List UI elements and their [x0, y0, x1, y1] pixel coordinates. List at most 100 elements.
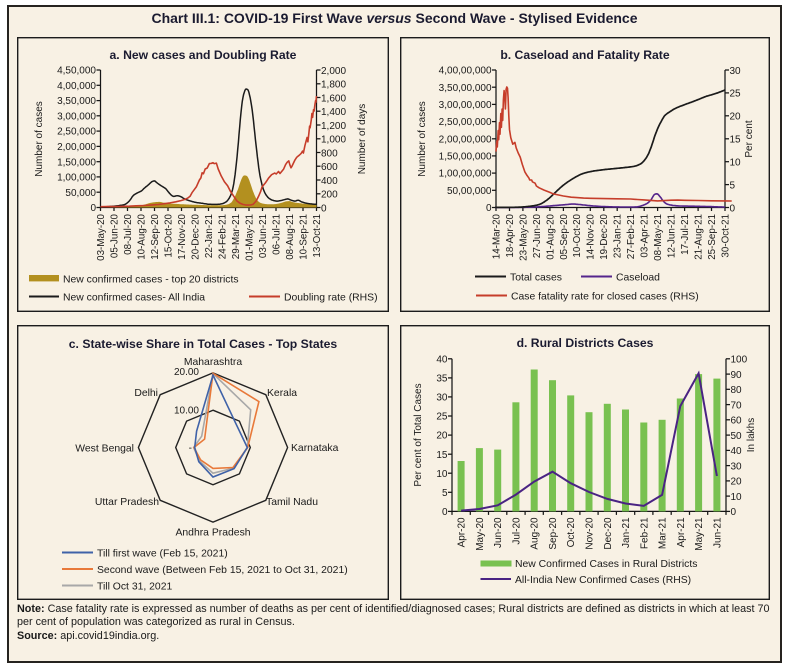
- svg-text:3,00,000: 3,00,000: [57, 111, 96, 122]
- svg-text:10.00: 10.00: [174, 406, 199, 417]
- svg-text:0: 0: [90, 203, 96, 214]
- svg-text:Per cent of Total Cases: Per cent of Total Cases: [413, 383, 424, 486]
- svg-text:15: 15: [436, 450, 448, 461]
- svg-text:35: 35: [436, 374, 448, 385]
- svg-text:3,50,00,000: 3,50,00,000: [439, 83, 492, 94]
- svg-text:60: 60: [731, 416, 743, 427]
- svg-text:23-Jan-21: 23-Jan-21: [613, 214, 624, 258]
- svg-text:1,800: 1,800: [321, 80, 346, 91]
- svg-text:Jul-20: Jul-20: [511, 517, 522, 545]
- svg-text:2,00,00,000: 2,00,00,000: [439, 134, 492, 145]
- svg-text:08-May-21: 08-May-21: [653, 214, 664, 261]
- svg-text:13-Oct-21: 13-Oct-21: [312, 214, 323, 258]
- svg-text:80: 80: [731, 385, 743, 396]
- svg-text:40: 40: [731, 446, 743, 457]
- svg-text:100: 100: [731, 355, 748, 366]
- svg-text:05-Jun-20: 05-Jun-20: [109, 213, 120, 258]
- svg-text:Doubling rate (RHS): Doubling rate (RHS): [284, 292, 378, 303]
- svg-text:1,400: 1,400: [321, 107, 346, 118]
- svg-text:0: 0: [321, 203, 327, 214]
- svg-text:01-May-21: 01-May-21: [244, 214, 255, 261]
- svg-text:3,00,00,000: 3,00,00,000: [439, 100, 492, 111]
- svg-text:Apr-21: Apr-21: [676, 517, 687, 547]
- svg-text:May-20: May-20: [475, 517, 486, 551]
- svg-text:21-Aug-21: 21-Aug-21: [694, 214, 705, 260]
- svg-text:Till Oct 31, 2021: Till Oct 31, 2021: [97, 581, 172, 592]
- svg-text:Delhi: Delhi: [134, 388, 158, 399]
- svg-text:25-Sep-21: 25-Sep-21: [707, 214, 718, 260]
- svg-text:a. New cases and Doubling Rate: a. New cases and Doubling Rate: [110, 48, 297, 62]
- svg-text:Aug-20: Aug-20: [530, 517, 541, 550]
- svg-text:200: 200: [321, 190, 338, 201]
- svg-text:20.00: 20.00: [174, 367, 199, 378]
- svg-text:Tamil Nadu: Tamil Nadu: [266, 497, 318, 508]
- svg-text:0: 0: [486, 203, 492, 214]
- svg-text:20: 20: [731, 477, 743, 488]
- svg-text:08-Jul-20: 08-Jul-20: [123, 213, 134, 254]
- svg-text:03-Jun-21: 03-Jun-21: [258, 214, 269, 258]
- svg-text:0: 0: [730, 203, 736, 214]
- svg-text:05-Sep-20: 05-Sep-20: [559, 213, 570, 259]
- svg-text:40: 40: [436, 354, 448, 365]
- svg-text:01-Aug-20: 01-Aug-20: [545, 213, 556, 259]
- svg-text:1,200: 1,200: [321, 121, 346, 132]
- svg-text:Jun-21: Jun-21: [712, 517, 723, 548]
- svg-text:Andhra Pradesh: Andhra Pradesh: [175, 528, 250, 539]
- svg-text:Kerala: Kerala: [267, 388, 297, 399]
- svg-text:17-Jul-21: 17-Jul-21: [680, 214, 691, 255]
- svg-text:1,000: 1,000: [321, 135, 346, 146]
- svg-text:0: 0: [442, 507, 448, 518]
- svg-text:25: 25: [436, 412, 448, 423]
- svg-text:20: 20: [436, 431, 448, 442]
- svg-text:1,50,000: 1,50,000: [57, 157, 96, 168]
- svg-text:5: 5: [442, 488, 448, 499]
- svg-text:10-Aug-20: 10-Aug-20: [136, 213, 147, 259]
- svg-text:Karnataka: Karnataka: [291, 443, 339, 454]
- svg-text:50: 50: [731, 431, 743, 442]
- svg-text:800: 800: [321, 148, 338, 159]
- svg-text:90: 90: [731, 370, 743, 381]
- svg-text:27-Jun-20: 27-Jun-20: [532, 213, 543, 258]
- svg-text:50,000: 50,000: [65, 188, 96, 199]
- svg-text:12-Jun-21: 12-Jun-21: [667, 214, 678, 258]
- svg-text:15-Oct-20: 15-Oct-20: [163, 213, 174, 257]
- svg-text:1,00,00,000: 1,00,00,000: [439, 169, 492, 180]
- svg-text:24-Feb-21: 24-Feb-21: [217, 214, 228, 259]
- svg-text:Dec-20: Dec-20: [603, 517, 614, 550]
- svg-text:Apr-20: Apr-20: [457, 517, 468, 547]
- svg-text:b. Caseload and Fatality Rate: b. Caseload and Fatality Rate: [500, 48, 670, 62]
- svg-text:06-Jul-21: 06-Jul-21: [271, 214, 282, 255]
- svg-text:Feb-21: Feb-21: [639, 517, 650, 549]
- svg-text:2,00,000: 2,00,000: [57, 142, 96, 153]
- svg-text:20-Dec-20: 20-Dec-20: [190, 213, 201, 259]
- svg-text:27-Feb-21: 27-Feb-21: [626, 214, 637, 259]
- svg-text:Case fatality rate for closed: Case fatality rate for closed cases (RHS…: [511, 291, 699, 302]
- svg-text:West Bengal: West Bengal: [75, 444, 134, 455]
- svg-text:In lakhs: In lakhs: [746, 418, 757, 452]
- svg-text:30: 30: [731, 461, 743, 472]
- svg-text:600: 600: [321, 162, 338, 173]
- svg-text:19-Dec-20: 19-Dec-20: [599, 213, 610, 259]
- svg-text:2,000: 2,000: [321, 66, 346, 77]
- svg-text:20: 20: [730, 112, 742, 123]
- svg-text:Sep-20: Sep-20: [548, 517, 559, 550]
- svg-text:2,50,000: 2,50,000: [57, 127, 96, 138]
- svg-text:17-Nov-20: 17-Nov-20: [177, 213, 188, 259]
- svg-text:03-May-20: 03-May-20: [96, 213, 107, 260]
- svg-text:4,00,00,000: 4,00,00,000: [439, 66, 492, 77]
- svg-text:Mar-21: Mar-21: [658, 517, 669, 549]
- svg-text:10: 10: [436, 469, 448, 480]
- svg-text:New Confirmed Cases in Rural D: New Confirmed Cases in Rural Districts: [515, 559, 697, 570]
- svg-text:15: 15: [730, 135, 742, 146]
- svg-text:-: -: [189, 443, 192, 454]
- svg-text:23-May-20: 23-May-20: [518, 213, 529, 260]
- svg-text:12-Sep-20: 12-Sep-20: [150, 213, 161, 259]
- svg-text:d. Rural Districts Cases: d. Rural Districts Cases: [517, 336, 654, 350]
- svg-text:Maharashtra: Maharashtra: [184, 357, 243, 368]
- svg-text:Nov-20: Nov-20: [585, 517, 596, 550]
- svg-text:Uttar Pradesh: Uttar Pradesh: [95, 497, 159, 508]
- svg-text:Oct-20: Oct-20: [566, 517, 577, 547]
- svg-text:30: 30: [730, 66, 742, 77]
- svg-text:1,00,000: 1,00,000: [57, 173, 96, 184]
- svg-text:4,50,000: 4,50,000: [57, 66, 96, 77]
